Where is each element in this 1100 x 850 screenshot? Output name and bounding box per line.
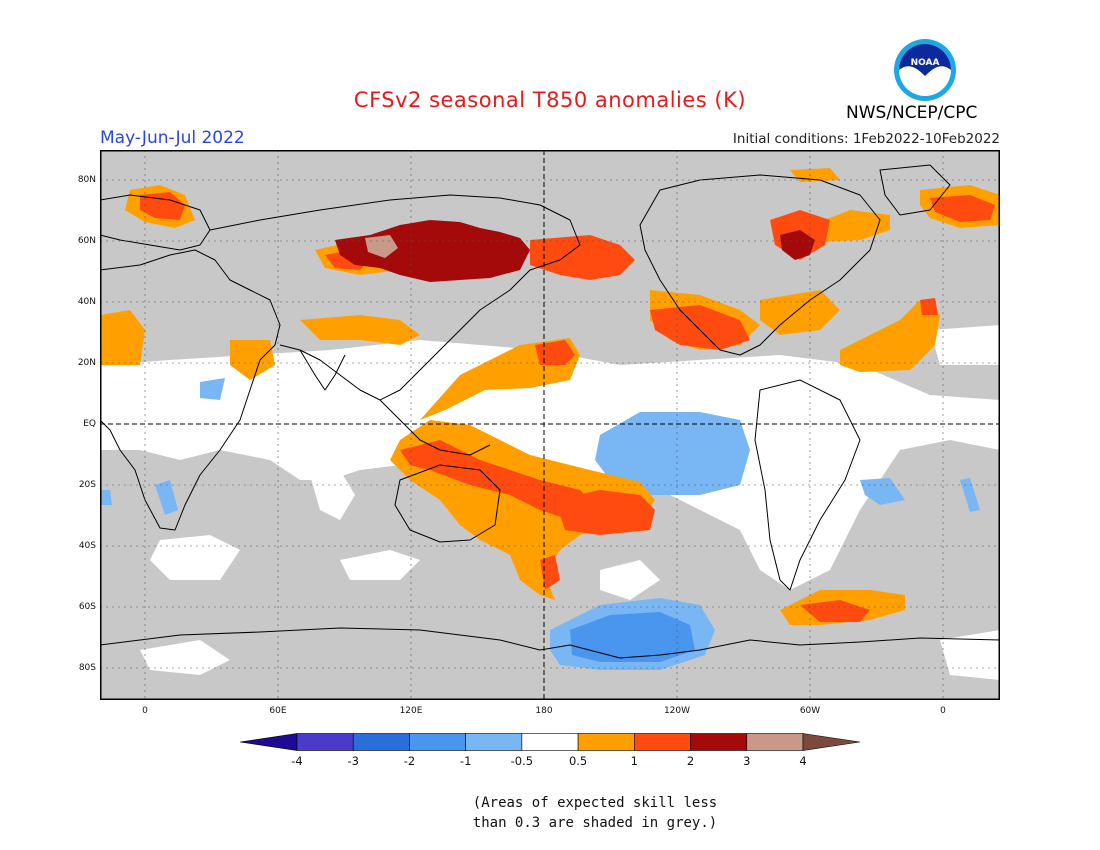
y-tick-label: 60N (77, 236, 96, 246)
colorbar-label: -1 (459, 754, 472, 768)
colorbar-label: -0.5 (510, 754, 534, 768)
positive-anomalies-high (335, 220, 815, 282)
colorbar-label: -4 (291, 754, 303, 768)
colorbar-label: 1 (630, 754, 638, 768)
skill-footnote-line1: (Areas of expected skill less (472, 795, 718, 811)
y-tick-label: EQ (83, 419, 96, 429)
y-tick-label: 80S (78, 663, 96, 673)
colorbar-segment (465, 733, 523, 751)
colorbar-label: 2 (686, 754, 695, 768)
x-tick-label: 120E (399, 706, 423, 716)
logo-text: NOAA (911, 58, 940, 68)
colorbar-segment (577, 733, 635, 751)
map-title: CFSv2 seasonal T850 anomalies (K) (353, 88, 747, 112)
y-tick-label: 40N (77, 297, 96, 307)
colorbar-segment (296, 733, 354, 751)
colorbar-segment (746, 733, 804, 751)
skill-footnote: (Areas of expected skill less than 0.3 a… (430, 793, 760, 833)
y-tick-label: 40S (78, 541, 96, 551)
positive-anomalies-mid (140, 192, 995, 622)
colorbar-label: -3 (347, 754, 359, 768)
agency-label: NWS/NCEP/CPC (846, 103, 978, 123)
x-tick-label: 180 (535, 706, 553, 716)
y-tick-label: 20S (78, 480, 96, 490)
y-tick-label: 80N (77, 175, 96, 185)
colorbar-segment (521, 733, 579, 751)
y-tick-label: 60S (78, 602, 96, 612)
x-tick-label: 60E (269, 706, 287, 716)
season-label: May-Jun-Jul 2022 (100, 128, 245, 148)
colorbar-segment (690, 733, 748, 751)
coastlines (100, 164, 1000, 659)
anomaly-map (100, 150, 1000, 700)
colorbar-arrow-low (240, 733, 298, 751)
skill-footnote-line2: than 0.3 are shaded in grey.) (472, 815, 718, 831)
x-tick-label: 0 (940, 706, 946, 716)
y-tick-label: 20N (77, 358, 96, 368)
colorbar (240, 733, 860, 751)
colorbar-label: 3 (743, 754, 751, 768)
colorbar-segment (352, 733, 410, 751)
x-tick-label: 60W (799, 706, 821, 716)
reference-lines (100, 150, 1000, 700)
colorbar-label: 4 (799, 754, 807, 768)
negative-anomalies (100, 378, 980, 670)
grid-lines (100, 150, 1000, 700)
x-tick-label: 120W (663, 706, 691, 716)
noaa-logo-icon: NOAA (894, 39, 956, 101)
initial-conditions-label: Initial conditions: 1Feb2022-10Feb2022 (732, 131, 1000, 147)
x-tick-label: 0 (142, 706, 148, 716)
colorbar-segment (409, 733, 466, 751)
colorbar-label: -2 (403, 754, 416, 768)
colorbar-label: 0.5 (568, 754, 588, 768)
colorbar-arrow-high (802, 733, 860, 751)
colorbar-segment (634, 733, 691, 751)
